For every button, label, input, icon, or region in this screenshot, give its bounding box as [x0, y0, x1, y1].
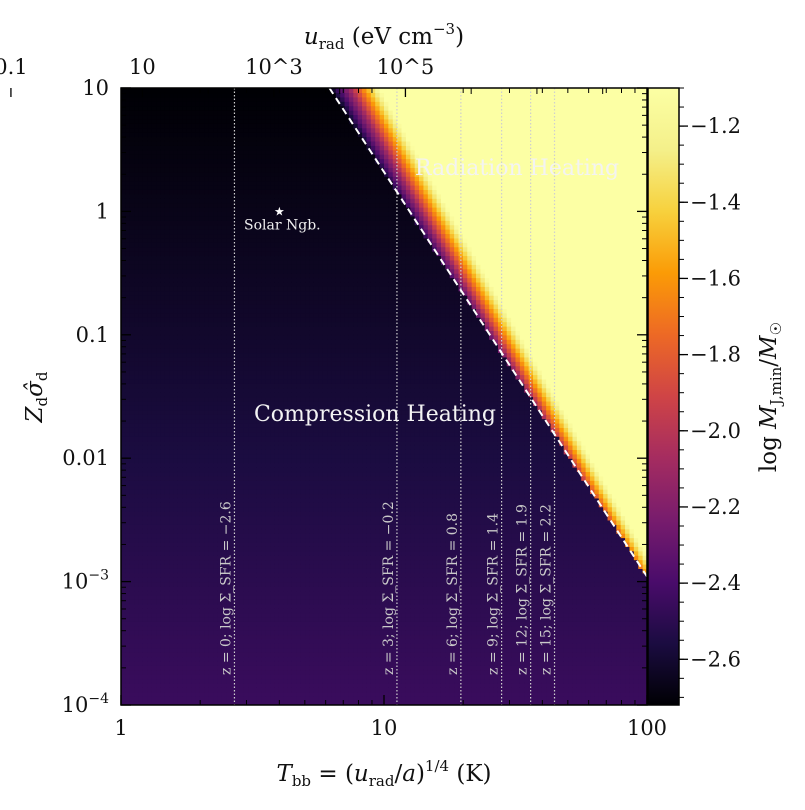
- colorbar: [648, 88, 679, 705]
- y-axis-title: Zdσ̂d: [22, 371, 51, 423]
- colorbar-tick-label-2: −2.2: [690, 495, 741, 519]
- region-label-compression: Compression Heating: [254, 402, 496, 427]
- marker-label: Solar Ngb.: [244, 217, 321, 233]
- top-tick-label-0: 0.1: [0, 55, 28, 79]
- vertical-line-label-3: z = 9; log Σ_SFR = 1.4: [486, 513, 502, 675]
- vertical-line-label-0: z = 0; log Σ_SFR = −2.6: [218, 501, 234, 675]
- colorbar-tick-label-6: −1.4: [690, 190, 741, 214]
- x-axis-title: Tbb = (urad/a)1/4 (K): [276, 757, 491, 790]
- colorbar-tick-label-4: −1.8: [690, 343, 741, 367]
- top-axis-title: urad (eV cm−3): [304, 20, 464, 53]
- vertical-line-label-5: z = 15; log Σ_SFR = 2.2: [539, 504, 555, 675]
- vertical-line-label-2: z = 6; log Σ_SFR = 0.8: [445, 513, 461, 675]
- star-icon: ★: [274, 204, 285, 218]
- y-tick-label-0: 10−4: [62, 691, 109, 717]
- x-tick-label-0: 1: [114, 716, 127, 740]
- top-tick-label-1: 10: [129, 55, 156, 79]
- colorbar-tick-label-3: −2.0: [690, 419, 741, 443]
- colorbar-tick-label-0: −2.6: [690, 647, 741, 671]
- top-tick-label-3: 10^5: [377, 55, 435, 79]
- colorbar-tick-label-7: −1.2: [690, 114, 741, 138]
- y-tick-label-3: 0.1: [76, 323, 109, 347]
- y-tick-label-2: 0.01: [62, 446, 109, 470]
- colorbar-ticks: −2.6 −2.4 −2.2 −2.0 −1.8 −1.6 −1.4 −1.2: [679, 88, 741, 697]
- x-tick-label-1: 10: [371, 716, 398, 740]
- y-tick-label-1: 10−3: [62, 568, 109, 594]
- vertical-line-label-1: z = 3; log Σ_SFR = −0.2: [381, 501, 397, 675]
- top-tick-label-2: 10^3: [245, 55, 303, 79]
- colorbar-tick-label-5: −1.6: [690, 266, 741, 290]
- x-tick-label-2: 100: [627, 716, 667, 740]
- y-tick-label-5: 10: [82, 76, 109, 100]
- vertical-line-label-4: z = 12; log Σ_SFR = 1.9: [515, 504, 531, 675]
- colorbar-tick-label-1: −2.4: [690, 571, 741, 595]
- region-label-radiation: Radiation Heating: [415, 156, 619, 181]
- y-tick-label-4: 1: [96, 199, 109, 223]
- colorbar-title: log MJ,min/M☉: [756, 322, 785, 472]
